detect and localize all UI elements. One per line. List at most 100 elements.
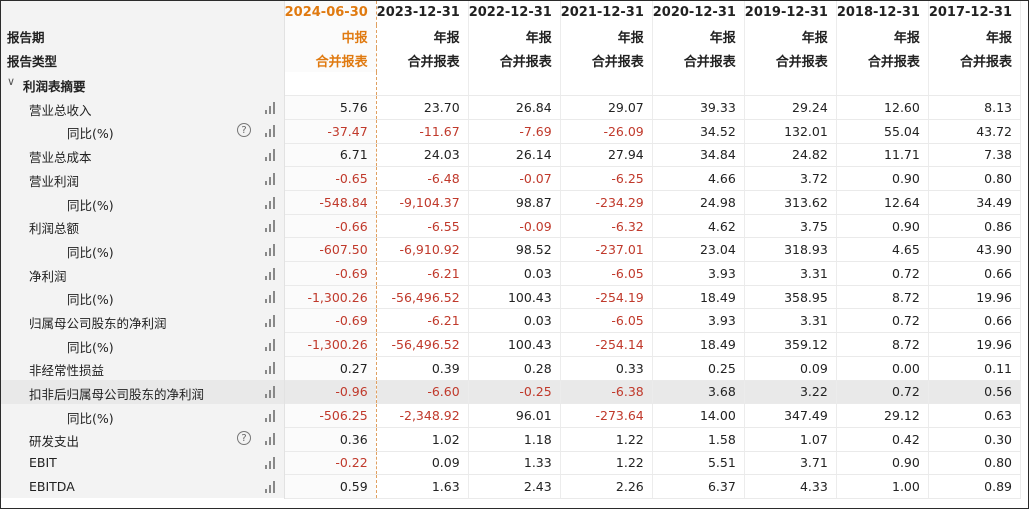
- value-cell: 0.89: [928, 474, 1022, 499]
- table-row[interactable]: 同比(%) -548.84 -9,104.37 98.87 -234.29 24.98 31…: [1, 190, 1022, 215]
- table-row[interactable]: EBITDA 0.59 1.63 2.43 2.26 6.37 4.33 1.00 0.89: [1, 474, 1022, 499]
- value-cell: -254.14: [560, 332, 653, 357]
- table-row[interactable]: 扣非后归属母公司股东的净利润 -0.96 -6.60 -0.25 -6.38 3.68 3.…: [1, 380, 1022, 405]
- table-row[interactable]: 同比(%) -506.25 -2,348.92 96.01 -273.64 14.00 34…: [1, 403, 1022, 428]
- section-title: 利润表摘要: [23, 79, 86, 95]
- table-row[interactable]: 同比(%) -1,300.26 -56,496.52 100.43 -254.14 18.…: [1, 332, 1022, 357]
- value-cell: 4.66: [652, 166, 745, 191]
- row-label-cell: 营业总收入: [1, 95, 285, 120]
- row-label-cell: EBITDA: [1, 474, 285, 499]
- table-row[interactable]: 营业总收入 5.76 23.70 26.84 29.07 39.33 29.24 12.60 8…: [1, 95, 1022, 120]
- value-cell: -254.19: [560, 285, 653, 310]
- bar-chart-icon[interactable]: [265, 433, 277, 446]
- value-cell: -6.21: [376, 261, 469, 286]
- bar-chart-icon[interactable]: [265, 314, 277, 327]
- table-row[interactable]: 同比(%) -1,300.26 -56,496.52 100.43 -254.19 18.…: [1, 285, 1022, 310]
- value-cell: 1.07: [744, 427, 837, 452]
- value-cell: 1.58: [652, 427, 745, 452]
- report-type-row: 报告类型 合并报表 合并报表 合并报表 合并报表 合并报表 合并报表 合并报表 合并报表: [1, 48, 1022, 73]
- bar-chart-icon[interactable]: [265, 267, 277, 280]
- collapse-chevron-icon[interactable]: ∨: [7, 75, 16, 89]
- bar-chart-icon[interactable]: [265, 386, 277, 398]
- value-cell: 1.02: [376, 427, 469, 452]
- row-label: EBIT: [29, 455, 57, 471]
- bar-chart-icon[interactable]: [265, 125, 277, 138]
- row-label: EBITDA: [29, 478, 75, 494]
- bar-chart-icon[interactable]: [265, 362, 277, 375]
- value-cell: 24.82: [744, 143, 837, 168]
- period-type-cell: 年报: [836, 24, 929, 49]
- section-header[interactable]: ∨ 利润表摘要: [1, 72, 285, 96]
- value-cell: 3.31: [744, 261, 837, 286]
- value-cell: 8.13: [928, 95, 1022, 120]
- value-cell: 23.04: [652, 237, 745, 263]
- period-date-cell: 2020-12-31: [652, 1, 745, 25]
- help-circle-icon[interactable]: ?: [237, 123, 251, 138]
- table-row[interactable]: 净利润 -0.69 -6.21 0.03 -6.05 3.93 3.31 0.72 0.66: [1, 261, 1022, 286]
- value-cell: -234.29: [560, 190, 653, 215]
- row-label-cell: 同比(%)?: [1, 119, 285, 144]
- value-cell: -56,496.52: [376, 285, 469, 310]
- table-row[interactable]: 非经常性损益 0.27 0.39 0.28 0.33 0.25 0.09 0.00 0.11: [1, 356, 1022, 381]
- value-cell: 96.01: [468, 403, 561, 428]
- table-row[interactable]: 研发支出? 0.36 1.02 1.18 1.22 1.58 1.07 0.42 0.30: [1, 427, 1022, 452]
- value-cell: 0.72: [836, 380, 929, 405]
- table-row[interactable]: 营业总成本 6.71 24.03 26.14 27.94 34.84 24.82 11.71 7…: [1, 143, 1022, 168]
- bar-chart-icon[interactable]: [265, 457, 277, 470]
- bar-chart-icon[interactable]: [265, 243, 277, 256]
- section-row-income-summary[interactable]: ∨ 利润表摘要: [1, 72, 1022, 97]
- table-row[interactable]: 同比(%) -607.50 -6,910.92 98.52 -237.01 23.04 31…: [1, 237, 1022, 263]
- value-cell: 0.86: [928, 214, 1022, 239]
- row-label: 净利润: [29, 268, 67, 284]
- bar-chart-icon[interactable]: [265, 149, 277, 162]
- value-cell: 2.26: [560, 474, 653, 499]
- value-cell: 0.63: [928, 403, 1022, 428]
- table-row[interactable]: 同比(%)? -37.47 -11.67 -7.69 -26.09 34.52 132.01…: [1, 119, 1022, 144]
- value-cell: 29.12: [836, 403, 929, 428]
- value-cell: 358.95: [744, 285, 837, 310]
- section-empty-cell: [283, 72, 377, 97]
- row-label: 同比(%): [67, 410, 114, 426]
- value-cell: -1,300.26: [283, 332, 377, 357]
- bar-chart-icon[interactable]: [265, 101, 277, 114]
- bar-chart-icon[interactable]: [265, 196, 277, 209]
- value-cell: 98.52: [468, 237, 561, 263]
- value-cell: -6,910.92: [376, 237, 469, 263]
- bar-chart-icon[interactable]: [265, 291, 277, 304]
- report-period-label: 报告期: [1, 24, 285, 49]
- value-cell: -6.38: [560, 380, 653, 405]
- table-row[interactable]: 利润总额 -0.66 -6.55 -0.09 -6.32 4.62 3.75 0.90 0.86: [1, 214, 1022, 239]
- value-cell: 7.38: [928, 143, 1022, 168]
- income-statement-table: 2024-06-30 2023-12-31 2022-12-31 2021-12-31…: [1, 1, 1022, 499]
- value-cell: 3.68: [652, 380, 745, 405]
- row-label: 同比(%): [67, 292, 114, 308]
- row-label-cell: 营业利润: [1, 166, 285, 191]
- bar-chart-icon[interactable]: [265, 172, 277, 185]
- value-cell: 132.01: [744, 119, 837, 144]
- bar-chart-icon[interactable]: [265, 338, 277, 351]
- bar-chart-icon[interactable]: [265, 480, 277, 493]
- value-cell: 0.09: [744, 356, 837, 381]
- bar-chart-icon[interactable]: [265, 220, 277, 233]
- help-circle-icon[interactable]: ?: [237, 431, 251, 446]
- value-cell: -237.01: [560, 237, 653, 263]
- table-row[interactable]: 营业利润 -0.65 -6.48 -0.07 -6.25 4.66 3.72 0.90 0.80: [1, 166, 1022, 191]
- bar-chart-icon[interactable]: [265, 409, 277, 422]
- value-cell: 43.72: [928, 119, 1022, 144]
- row-label: 非经常性损益: [29, 363, 105, 379]
- value-cell: 12.64: [836, 190, 929, 215]
- period-type-cell: 年报: [376, 24, 469, 49]
- row-label-cell: EBIT: [1, 451, 285, 475]
- row-label: 同比(%): [67, 244, 114, 260]
- value-cell: 5.76: [283, 95, 377, 120]
- period-type-cell: 年报: [468, 24, 561, 49]
- value-cell: 347.49: [744, 403, 837, 428]
- value-cell: 313.62: [744, 190, 837, 215]
- period-header-row: 2024-06-30 2023-12-31 2022-12-31 2021-12-31…: [1, 1, 1022, 25]
- table-row[interactable]: EBIT -0.22 0.09 1.33 1.22 5.51 3.71 0.90 0.80: [1, 451, 1022, 476]
- table-row[interactable]: 归属母公司股东的净利润 -0.69 -6.21 0.03 -6.05 3.93 3.31 0.…: [1, 308, 1022, 334]
- value-cell: -0.69: [283, 261, 377, 286]
- value-cell: -607.50: [283, 237, 377, 263]
- value-cell: 1.18: [468, 427, 561, 452]
- value-cell: -0.65: [283, 166, 377, 191]
